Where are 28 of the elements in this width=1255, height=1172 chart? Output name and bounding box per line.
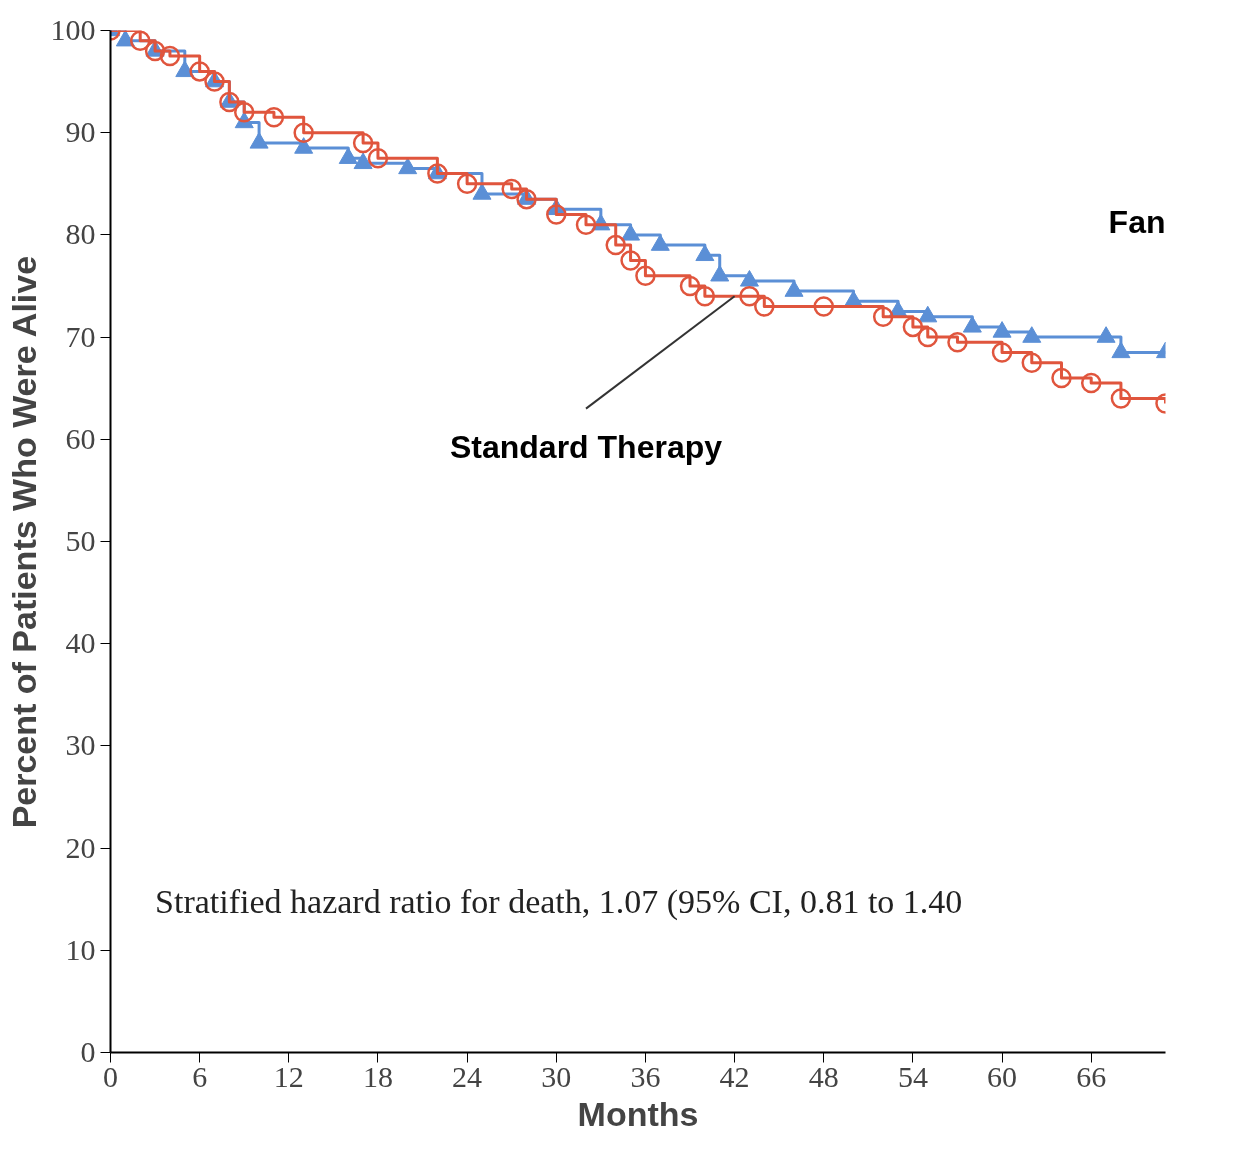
y-tick-label: 20 <box>65 830 96 864</box>
x-tick-label: 36 <box>630 1059 661 1093</box>
y-tick-label: 50 <box>65 524 96 557</box>
text: Fan <box>1108 204 1166 241</box>
y-tick-label: 60 <box>65 421 96 455</box>
y-tick-label: 0 <box>80 1035 96 1068</box>
y-tick-label: 70 <box>65 319 96 353</box>
x-tick-label: 24 <box>452 1059 483 1093</box>
y-tick-label: 90 <box>65 115 96 149</box>
y-tick-label: 80 <box>65 217 96 251</box>
x-tick-label: 0 <box>103 1059 118 1093</box>
x-tick-label: 42 <box>719 1059 750 1093</box>
x-tick-label: 54 <box>897 1059 928 1093</box>
y-tick-label: 10 <box>65 932 96 966</box>
x-axis-title: Months <box>577 1094 699 1133</box>
y-axis-title: Percent of Patients Who Were Alive <box>4 255 43 829</box>
x-tick-label: 18 <box>362 1059 393 1093</box>
x-tick-label: 6 <box>192 1059 208 1093</box>
x-tick-label: 66 <box>1076 1059 1107 1093</box>
x-tick-label: 60 <box>987 1059 1018 1093</box>
y-tick-label: 30 <box>65 728 96 762</box>
x-tick-label: 30 <box>541 1059 572 1093</box>
y-tick-label: 100 <box>50 13 96 46</box>
text: Standard Therapy <box>449 429 723 466</box>
x-tick-label: 48 <box>808 1059 839 1093</box>
y-tick-label: 40 <box>65 626 96 660</box>
x-tick-label: 12 <box>273 1059 304 1093</box>
annotation: Stratified hazard ratio for death, 1.07 (95% CI, 0.81 to 1.40 <box>155 882 963 921</box>
